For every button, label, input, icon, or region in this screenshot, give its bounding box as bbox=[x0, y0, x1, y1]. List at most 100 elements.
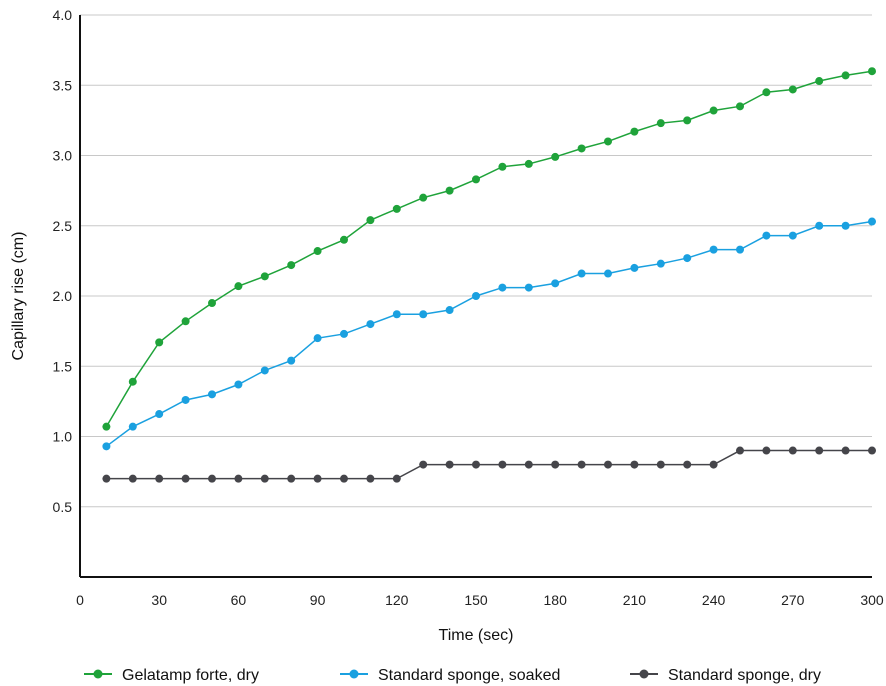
y-tick-label: 1.0 bbox=[53, 429, 73, 445]
data-point bbox=[709, 245, 718, 254]
x-tick-label: 180 bbox=[544, 592, 568, 608]
series-line bbox=[105, 220, 873, 447]
data-point bbox=[577, 269, 586, 278]
data-point bbox=[445, 306, 454, 315]
data-point bbox=[709, 460, 718, 469]
data-point bbox=[736, 102, 744, 111]
data-point bbox=[524, 460, 533, 469]
x-tick-label: 30 bbox=[151, 592, 167, 608]
x-tick-label: 120 bbox=[385, 592, 409, 608]
data-point bbox=[366, 474, 375, 483]
data-point bbox=[604, 460, 612, 469]
x-tick-label: 90 bbox=[310, 592, 326, 608]
gridlines bbox=[80, 14, 872, 508]
y-axis-title: Capillary rise (cm) bbox=[10, 232, 27, 361]
legend: Gelatamp forte, dry Standard sponge, soak… bbox=[84, 667, 821, 684]
x-tick-labels: 0 30 60 90 120 150 180 210 240 270 300 bbox=[76, 592, 884, 608]
data-point bbox=[815, 221, 824, 230]
data-point bbox=[313, 334, 322, 343]
series-1 bbox=[102, 217, 876, 451]
y-tick-label: 2.5 bbox=[53, 218, 73, 234]
data-point bbox=[181, 317, 190, 326]
legend-label: Standard sponge, dry bbox=[668, 667, 821, 684]
y-tick-label: 3.0 bbox=[53, 148, 73, 164]
data-point bbox=[762, 446, 771, 455]
data-point bbox=[551, 279, 560, 288]
data-point bbox=[234, 282, 243, 291]
data-point bbox=[577, 144, 586, 153]
data-point bbox=[102, 422, 111, 431]
y-tick-labels: 0.5 1.0 1.5 2.0 2.5 3.0 3.5 4.0 bbox=[53, 7, 73, 515]
series-line bbox=[106, 449, 872, 480]
data-point bbox=[419, 193, 428, 202]
data-point bbox=[656, 259, 665, 268]
data-point bbox=[287, 261, 296, 270]
data-point bbox=[524, 159, 533, 168]
legend-label: Standard sponge, soaked bbox=[378, 667, 560, 684]
x-tick-label: 300 bbox=[860, 592, 884, 608]
data-point bbox=[340, 329, 348, 338]
data-point bbox=[155, 410, 164, 419]
data-point bbox=[736, 245, 744, 254]
x-tick-label: 0 bbox=[76, 592, 84, 608]
data-point bbox=[815, 77, 824, 86]
data-point bbox=[445, 460, 454, 469]
data-point bbox=[815, 446, 824, 455]
data-point bbox=[498, 460, 507, 469]
y-tick-label: 4.0 bbox=[53, 7, 73, 23]
data-point bbox=[234, 474, 243, 483]
data-point bbox=[788, 85, 797, 94]
series-line bbox=[105, 70, 873, 428]
data-point bbox=[656, 460, 665, 469]
data-point bbox=[841, 71, 850, 80]
data-point bbox=[683, 116, 692, 125]
data-point bbox=[868, 67, 876, 76]
data-point bbox=[260, 366, 269, 375]
x-tick-label: 150 bbox=[464, 592, 488, 608]
data-point bbox=[656, 119, 665, 128]
data-point bbox=[604, 137, 612, 146]
data-point bbox=[472, 292, 480, 300]
data-point bbox=[551, 152, 560, 161]
data-point bbox=[260, 474, 269, 483]
data-point bbox=[788, 446, 797, 455]
data-point bbox=[683, 460, 692, 469]
data-point bbox=[868, 446, 876, 455]
data-point bbox=[630, 263, 639, 272]
data-point bbox=[762, 231, 771, 240]
data-point bbox=[287, 356, 296, 365]
data-point bbox=[709, 106, 718, 115]
data-point bbox=[260, 272, 269, 281]
data-point bbox=[524, 283, 533, 292]
data-point bbox=[445, 186, 454, 195]
data-point bbox=[208, 390, 216, 399]
series-lines bbox=[102, 67, 876, 483]
data-point bbox=[392, 474, 401, 483]
axes bbox=[79, 15, 872, 578]
data-point bbox=[472, 175, 480, 184]
data-point bbox=[340, 474, 348, 483]
data-point bbox=[736, 446, 744, 455]
data-point bbox=[366, 320, 375, 329]
data-point bbox=[868, 217, 876, 226]
x-tick-label: 240 bbox=[702, 592, 726, 608]
data-point bbox=[788, 231, 797, 240]
data-point bbox=[683, 254, 692, 263]
data-point bbox=[630, 460, 639, 469]
legend-label: Gelatamp forte, dry bbox=[122, 667, 259, 684]
data-point bbox=[155, 474, 164, 483]
data-point bbox=[419, 310, 428, 319]
legend-marker bbox=[639, 669, 649, 679]
x-tick-label: 270 bbox=[781, 592, 805, 608]
y-tick-label: 3.5 bbox=[53, 77, 73, 93]
data-point bbox=[604, 269, 612, 278]
data-point bbox=[762, 88, 771, 97]
x-tick-label: 60 bbox=[231, 592, 247, 608]
data-point bbox=[419, 460, 428, 469]
series-2 bbox=[102, 446, 876, 483]
data-point bbox=[340, 235, 348, 244]
data-point bbox=[472, 460, 480, 469]
data-point bbox=[128, 377, 137, 386]
data-point bbox=[392, 204, 401, 213]
